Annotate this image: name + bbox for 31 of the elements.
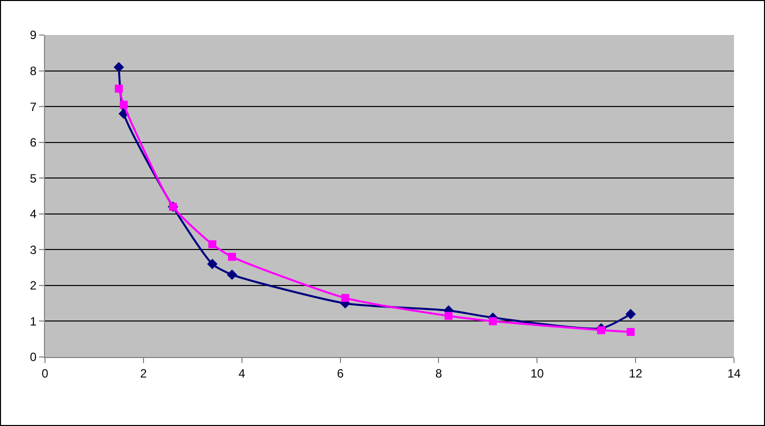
point — [114, 62, 124, 72]
point — [626, 328, 635, 336]
y-tick-label: 9 — [30, 28, 37, 42]
y-tick-label: 6 — [30, 136, 37, 150]
x-tick-label: 8 — [435, 366, 442, 380]
point — [341, 294, 350, 302]
point — [208, 240, 216, 248]
point — [488, 317, 497, 326]
y-tick-label: 1 — [30, 314, 37, 328]
x-tick-label: 12 — [628, 366, 643, 380]
point — [597, 326, 606, 334]
point — [226, 270, 238, 280]
x-tick-label: 2 — [140, 366, 148, 380]
x-tick-label: 0 — [42, 366, 49, 380]
y-tick-label: 2 — [30, 278, 37, 293]
x-tick-label: 4 — [238, 366, 246, 380]
point — [114, 84, 123, 93]
y-tick-label: 3 — [30, 242, 37, 257]
y-tick-label: 0 — [30, 350, 37, 364]
point — [444, 312, 453, 320]
y-tick-label: 4 — [30, 207, 37, 222]
y-tick-label: 5 — [30, 171, 37, 186]
point — [120, 100, 128, 109]
y-tick-label: 7 — [30, 100, 37, 114]
x-tick-label: 6 — [336, 366, 344, 380]
x-tick-label: 14 — [727, 366, 741, 380]
point — [625, 308, 636, 320]
x-tick-label: 10 — [530, 366, 544, 380]
point — [207, 258, 218, 270]
point — [228, 252, 236, 261]
y-tick-label: 8 — [30, 64, 37, 78]
